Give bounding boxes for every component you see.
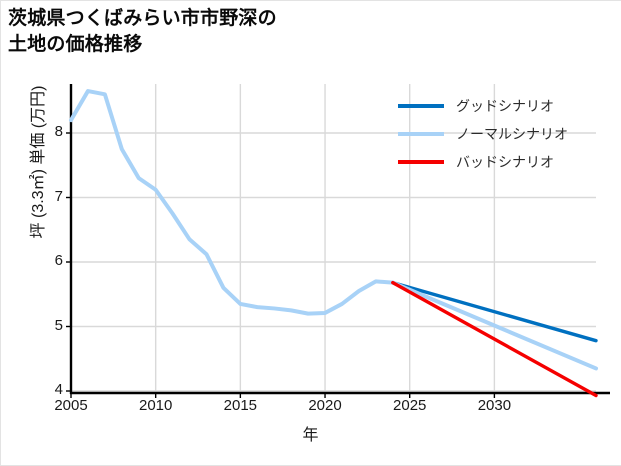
- x-tick-label: 2015: [223, 397, 258, 414]
- x-tick-label: 2010: [138, 397, 173, 414]
- legend-item-normal[interactable]: ノーマルシナリオ: [398, 124, 568, 144]
- y-tick-label: 5: [54, 316, 63, 334]
- legend-label-good: グッドシナリオ: [456, 98, 554, 114]
- y-tick-label: 7: [54, 187, 63, 205]
- legend-label-bad: バッドシナリオ: [456, 154, 554, 170]
- legend-swatch-good: [398, 104, 444, 108]
- series-lines: [69, 89, 598, 398]
- x-tick-label: 2005: [54, 397, 88, 414]
- legend-swatch-bad: [398, 160, 444, 164]
- chart-title: 茨城県つくばみらい市市野深の 土地の価格推移: [8, 8, 277, 56]
- legend-label-normal: ノーマルシナリオ: [456, 126, 568, 142]
- legend-item-good[interactable]: グッドシナリオ: [398, 96, 554, 116]
- x-tick-label: 2025: [393, 397, 427, 414]
- y-axis-label: 坪 (3.3㎡) 単価 (万円): [30, 85, 47, 239]
- tick-marks: [66, 132, 496, 398]
- x-tick-label: 2030: [477, 397, 512, 414]
- legend-item-bad[interactable]: バッドシナリオ: [398, 152, 554, 172]
- axis-lines: [69, 84, 610, 395]
- y-tick-label: 6: [54, 252, 63, 269]
- y-tick-label: 8: [54, 123, 63, 140]
- y-tick-label: 4: [54, 381, 63, 398]
- x-tick-label: 2020: [308, 397, 342, 414]
- x-axis-label: 年: [302, 427, 319, 444]
- legend-swatch-normal: [398, 132, 444, 136]
